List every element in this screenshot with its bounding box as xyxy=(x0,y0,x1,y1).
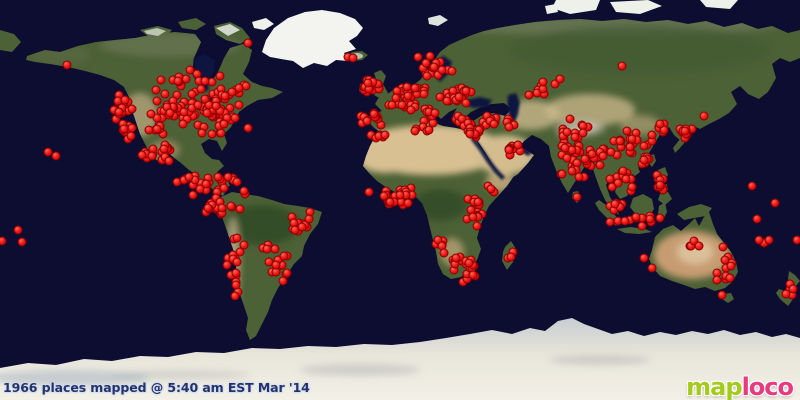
places-mapped-stats: 1966 places mapped @ 5:40 am EST Mar '14 xyxy=(3,380,310,395)
logo-text-loco: loco xyxy=(741,373,794,400)
logo-text-map: map xyxy=(686,373,742,400)
maploco-logo[interactable]: maploco xyxy=(686,373,794,400)
